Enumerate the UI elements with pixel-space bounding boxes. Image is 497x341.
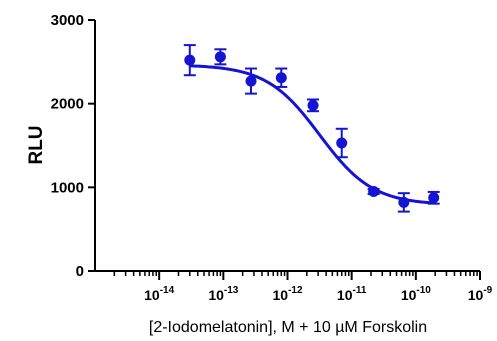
x-tick-label: 10-10 xyxy=(401,285,431,303)
data-marker xyxy=(307,99,319,111)
y-tick-label: 3000 xyxy=(51,12,84,29)
data-marker xyxy=(428,192,440,204)
data-point xyxy=(427,190,440,205)
y-ticks: 0 1000 2000 3000 xyxy=(51,12,95,280)
data-point xyxy=(307,98,320,113)
x-axis: 10-14 10-13 10-12 10-11 10-10 10-9 xyxy=(95,270,493,303)
data-point xyxy=(397,192,410,213)
data-point xyxy=(245,67,258,95)
x-tick-label: 10-14 xyxy=(144,285,174,303)
y-axis: 0 1000 2000 3000 xyxy=(51,12,96,280)
data-points xyxy=(183,44,440,213)
y-tick-label: 0 xyxy=(76,263,84,280)
data-point xyxy=(183,44,196,77)
fit-curve xyxy=(189,64,434,205)
data-marker xyxy=(245,75,257,87)
data-point xyxy=(367,186,380,198)
x-ticks: 10-14 10-13 10-12 10-11 10-10 10-9 xyxy=(113,271,493,303)
x-tick-label: 10-11 xyxy=(337,285,367,303)
y-tick-label: 2000 xyxy=(51,96,84,113)
data-marker xyxy=(214,51,226,63)
x-axis-label: [2-Iodomelatonin], M + 10 µM Forskolin xyxy=(149,319,427,336)
data-point xyxy=(335,127,348,159)
x-tick-label: 10-13 xyxy=(208,285,238,303)
y-axis-label: RLU xyxy=(26,125,47,164)
data-point xyxy=(214,48,227,66)
data-marker xyxy=(184,54,196,66)
data-marker xyxy=(275,72,287,84)
data-marker xyxy=(336,137,348,149)
data-point xyxy=(275,67,288,88)
data-marker xyxy=(368,186,380,198)
x-tick-label: 10-9 xyxy=(468,285,493,303)
data-marker xyxy=(398,196,410,208)
y-tick-label: 1000 xyxy=(51,179,84,196)
x-tick-label: 10-12 xyxy=(272,285,302,303)
